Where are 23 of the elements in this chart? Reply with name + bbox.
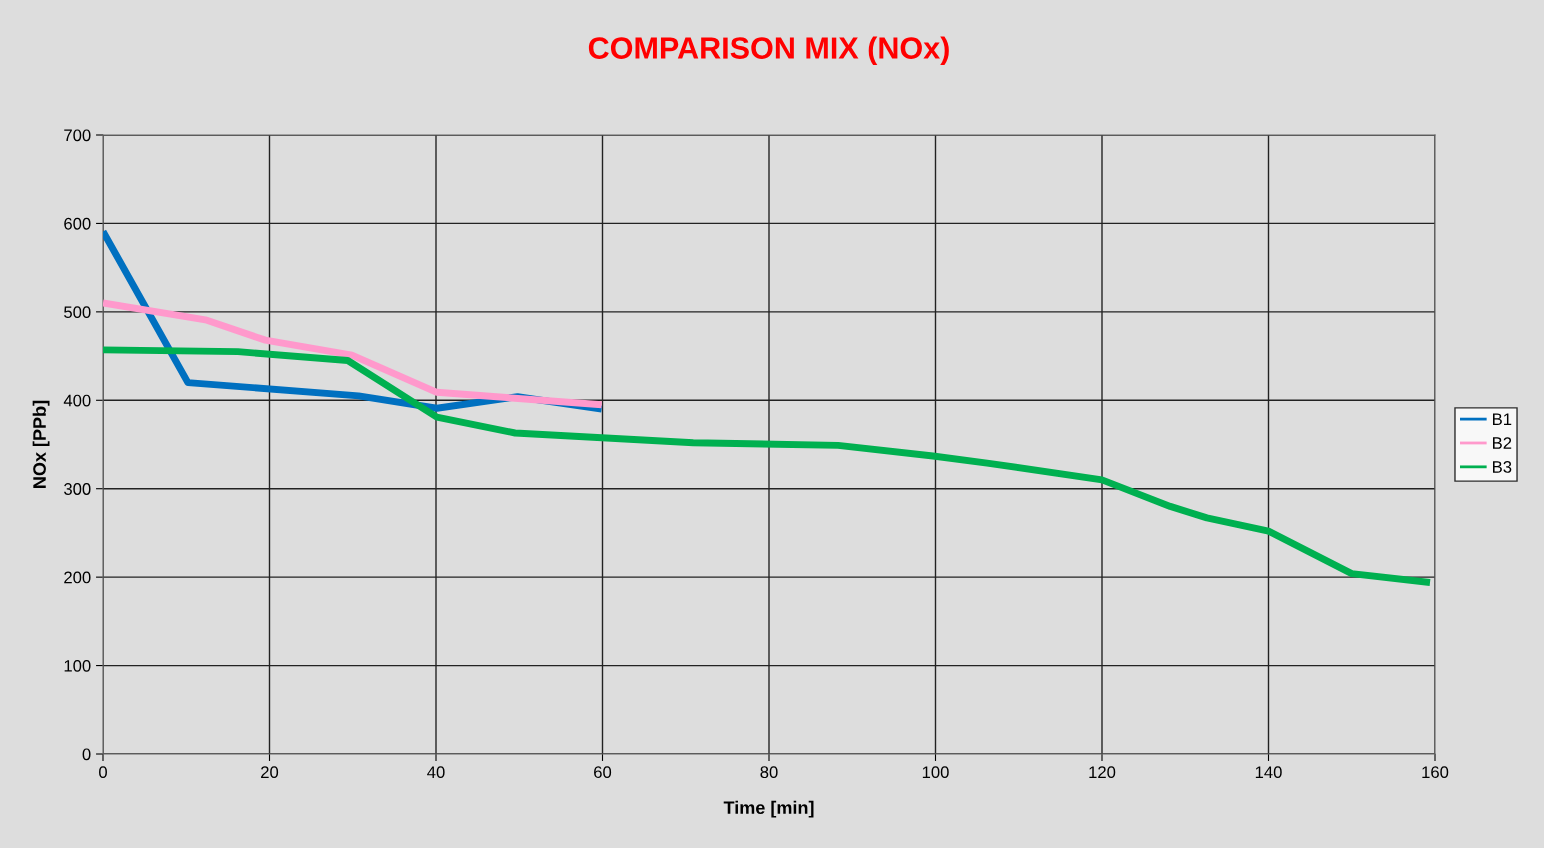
x-tick-label: 20	[261, 766, 279, 779]
y-tick-label: 700	[64, 129, 91, 142]
y-axis-title: NOx [PPb]	[32, 400, 50, 488]
y-tick-label: 500	[64, 306, 91, 319]
x-tick-label: 100	[922, 766, 949, 779]
x-tick-label: 80	[760, 766, 778, 779]
x-tick-label: 0	[99, 766, 107, 779]
x-tick-label: 140	[1255, 766, 1282, 779]
y-tick-label: 400	[63, 394, 91, 407]
x-tick-label: 40	[427, 766, 445, 779]
legend-label: B3	[1493, 461, 1512, 473]
x-tick-label: 160	[1422, 766, 1449, 779]
x-tick-label: 60	[594, 766, 612, 779]
y-tick-label: 300	[64, 483, 91, 495]
x-axis-title: Time [min]	[723, 800, 814, 818]
y-tick-label: 100	[64, 659, 91, 672]
legend-label: B2	[1493, 437, 1512, 449]
y-tick-label: 0	[82, 748, 91, 761]
legend-label: B1	[1493, 413, 1512, 425]
chart-title: COMPARISON MIX (NOx)	[588, 36, 949, 65]
y-tick-label: 200	[64, 571, 91, 584]
x-tick-label: 120	[1089, 766, 1116, 779]
y-tick-label: 600	[64, 217, 91, 230]
